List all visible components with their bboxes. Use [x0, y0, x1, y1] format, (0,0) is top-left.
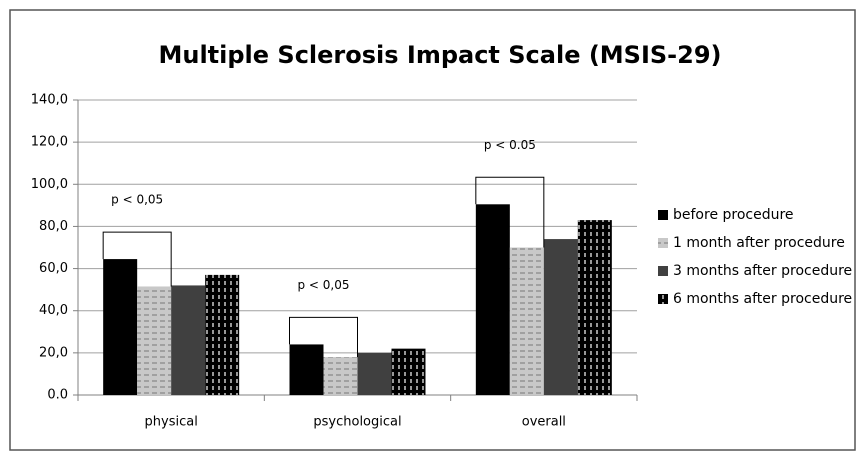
bar	[171, 285, 206, 395]
chart-title: Multiple Sclerosis Impact Scale (MSIS-29…	[158, 41, 721, 69]
y-tick-label: 80,0	[39, 219, 68, 234]
annotation: p < 0,05	[297, 278, 349, 292]
legend-swatch	[658, 238, 668, 248]
y-tick-label: 100,0	[31, 177, 68, 192]
legend-label: 1 month after procedure	[673, 235, 845, 251]
bar	[205, 274, 240, 395]
bar	[509, 247, 544, 395]
legend-label: before procedure	[673, 207, 794, 223]
bar	[357, 352, 392, 395]
x-tick-label: physical	[145, 415, 198, 430]
y-tick-label: 60,0	[39, 261, 68, 276]
bar	[323, 357, 358, 395]
bar	[137, 286, 172, 395]
y-tick-label: 40,0	[39, 303, 68, 318]
bar	[289, 344, 324, 395]
significance-bracket	[289, 316, 358, 358]
annotation: p < 0,05	[111, 193, 163, 207]
legend-swatch	[658, 210, 668, 220]
annotation: p < 0.05	[484, 138, 536, 152]
bar	[391, 348, 426, 395]
bar	[475, 204, 510, 395]
bar	[103, 259, 138, 395]
legend-label: 3 months after procedure	[673, 263, 852, 279]
y-tick-label: 120,0	[31, 135, 68, 150]
y-tick-label: 0.0	[47, 388, 68, 403]
legend-swatch	[658, 266, 668, 276]
bar	[543, 239, 578, 395]
bar	[577, 220, 612, 395]
significance-bracket	[102, 231, 172, 287]
x-tick-label: psychological	[313, 415, 401, 430]
significance-bracket	[475, 176, 545, 248]
legend-label: 6 months after procedure	[673, 291, 852, 307]
y-tick-label: 140,0	[31, 93, 68, 108]
y-tick-label: 20,0	[39, 345, 68, 360]
x-tick-label: overall	[522, 415, 566, 430]
legend-swatch	[658, 294, 668, 304]
